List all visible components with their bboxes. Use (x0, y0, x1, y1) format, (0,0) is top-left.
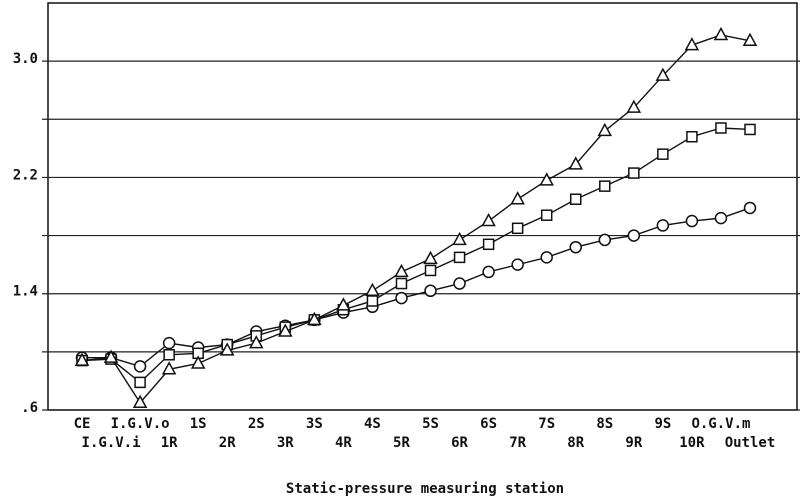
x-tick-label: 6S (480, 416, 497, 432)
circle-marker (511, 258, 524, 271)
x-tick-label: 8R (567, 435, 584, 451)
triangle-marker (161, 361, 177, 375)
circle-marker (627, 229, 641, 242)
plot-frame (47, 2, 798, 411)
circle-marker (569, 240, 582, 254)
x-tick-label: 7S (538, 416, 555, 432)
circle-marker (714, 211, 728, 225)
triangle-marker (278, 323, 293, 337)
x-tick-label: 5R (393, 435, 410, 451)
triangle-marker (423, 250, 438, 265)
triangle-marker (74, 352, 90, 366)
x-tick-label: I.G.V.o (111, 416, 170, 432)
triangle-marker (219, 342, 235, 356)
triangle-marker (248, 335, 264, 349)
square-marker (134, 376, 146, 389)
circle-marker (743, 201, 757, 215)
circle-marker (540, 251, 553, 264)
circle-marker (162, 336, 176, 350)
triangle-marker (452, 231, 467, 246)
square-marker (569, 193, 582, 205)
x-tick-label: I.G.V.i (82, 435, 141, 451)
triangle-marker (713, 26, 729, 41)
x-tick-label: 3R (277, 435, 294, 451)
square-marker (744, 123, 756, 136)
circle-marker (685, 214, 699, 228)
triangle-marker (307, 311, 322, 326)
triangle-marker (539, 172, 554, 186)
triangle-marker (655, 67, 671, 81)
circle-marker (395, 291, 408, 305)
circle-marker (133, 360, 147, 373)
circle-marker (598, 233, 612, 247)
triangle-marker (568, 156, 584, 170)
circle-marker (656, 219, 670, 232)
x-tick-label: 2R (219, 435, 236, 451)
triangle-marker (684, 37, 700, 51)
y-tick-label: 3.0 (13, 51, 38, 67)
square-marker (482, 238, 495, 251)
y-tick-label: 2.2 (13, 167, 38, 183)
triangle-marker (365, 282, 380, 297)
triangle-marker (481, 212, 496, 227)
x-tick-label: 8S (596, 416, 613, 432)
x-tick-label: 3S (306, 416, 323, 432)
triangle-marker (103, 349, 119, 363)
y-tick-label: 1.4 (13, 284, 38, 300)
triangle-marker (742, 32, 758, 47)
circle-marker (424, 284, 437, 298)
x-tick-label: 10R (679, 435, 705, 451)
x-tick-label: 9S (654, 416, 671, 432)
x-tick-label: CE (74, 416, 91, 432)
square-marker (540, 209, 553, 221)
square-marker (715, 122, 727, 134)
x-tick-label: 1R (161, 435, 178, 451)
triangle-marker (190, 355, 206, 369)
x-axis-label: Static-pressure measuring station (286, 481, 564, 497)
triangle-marker (597, 122, 613, 137)
square-marker (628, 167, 640, 179)
x-tick-label: O.G.V.m (691, 416, 750, 432)
triangle-marker (394, 263, 409, 278)
series-line (82, 207, 751, 368)
y-tick-label: .6 (21, 400, 38, 416)
x-tick-label: 7R (509, 435, 526, 451)
x-tick-label: Outlet (725, 435, 776, 451)
series-line (81, 34, 751, 404)
x-tick-label: 6R (451, 435, 468, 451)
square-marker (453, 251, 466, 264)
square-marker (395, 277, 408, 290)
square-marker (599, 180, 611, 192)
triangle-marker (336, 297, 351, 311)
circle-marker (453, 277, 466, 290)
square-marker (511, 222, 524, 235)
square-marker (657, 148, 669, 160)
triangle-marker (510, 191, 525, 205)
triangle-marker (626, 99, 642, 113)
series-line (81, 127, 751, 384)
square-marker (686, 130, 698, 143)
square-marker (424, 264, 437, 277)
x-tick-label: 5S (422, 416, 439, 432)
x-tick-label: 4R (335, 435, 352, 451)
square-marker (163, 349, 175, 361)
x-tick-label: 9R (625, 435, 642, 451)
triangle-marker (132, 394, 148, 408)
circle-marker (482, 265, 495, 279)
x-tick-label: 2S (248, 416, 265, 432)
square-marker (366, 295, 379, 307)
x-tick-label: 1S (190, 416, 207, 432)
x-tick-label: 4S (364, 416, 381, 432)
